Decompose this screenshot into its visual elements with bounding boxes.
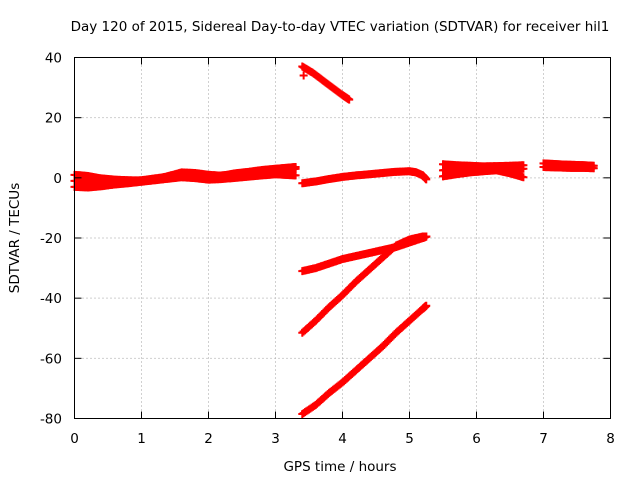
data-series [539, 163, 598, 173]
y-tick-label: -60 [40, 351, 62, 367]
data-point [299, 71, 308, 80]
data-series [298, 62, 354, 104]
data-series [299, 71, 308, 80]
y-tick-labels: -80 -60 -40 -20 0 20 40 [40, 51, 62, 428]
y-tick-label: 40 [45, 51, 62, 67]
data-series [298, 232, 431, 337]
data-point [422, 301, 431, 310]
data-point [519, 161, 528, 170]
data-series [439, 166, 528, 182]
data-point [291, 163, 300, 172]
y-tick-label: -40 [40, 291, 62, 307]
y-axis-label: SDTVAR / TECUs [7, 183, 23, 293]
x-tick-label: 6 [472, 431, 481, 447]
x-tick-label: 1 [137, 431, 146, 447]
y-tick-label: 0 [53, 171, 62, 187]
data-series [298, 167, 431, 188]
y-tick-label: 20 [45, 111, 62, 127]
x-tick-label: 3 [271, 431, 280, 447]
axis-ticks [74, 57, 611, 419]
data-point [589, 164, 598, 173]
data-point [422, 175, 431, 184]
data-points [70, 62, 598, 418]
data-point [519, 173, 528, 182]
x-tick-label: 2 [204, 431, 213, 447]
data-series [70, 170, 300, 192]
x-tick-label: 7 [539, 431, 548, 447]
x-tick-label: 8 [606, 431, 615, 447]
data-point [345, 95, 354, 104]
grid-lines [74, 57, 611, 419]
data-series [298, 301, 431, 418]
x-axis-label: GPS time / hours [283, 459, 396, 475]
data-point [291, 171, 300, 180]
y-tick-label: -20 [40, 231, 62, 247]
y-tick-label: -80 [40, 412, 62, 428]
chart-title: Day 120 of 2015, Sidereal Day-to-day VTE… [71, 19, 610, 35]
data-point [422, 232, 431, 241]
x-tick-label: 5 [405, 431, 414, 447]
x-tick-label: 4 [338, 431, 347, 447]
x-tick-label: 0 [70, 431, 79, 447]
x-tick-labels: 0 1 2 3 4 5 6 7 8 [70, 431, 615, 447]
